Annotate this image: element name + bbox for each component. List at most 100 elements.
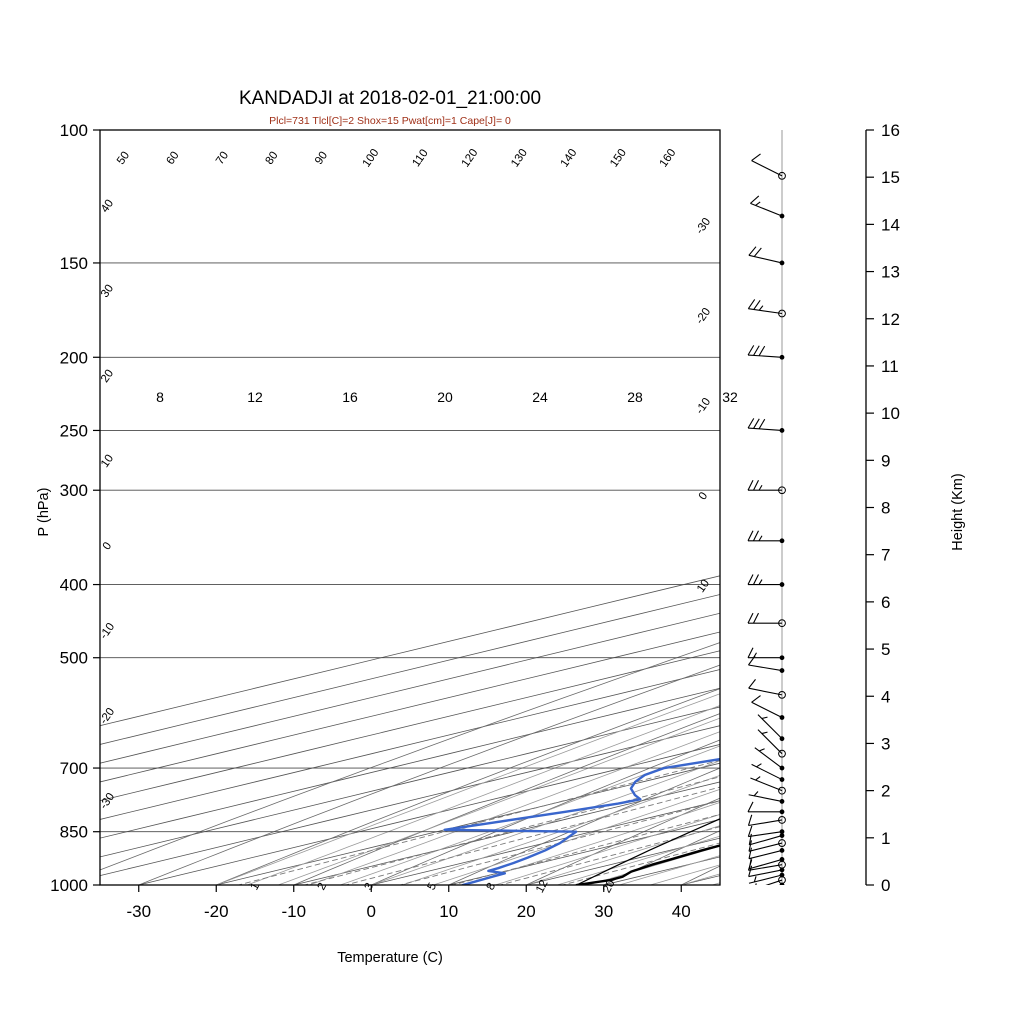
barb-full (758, 345, 766, 357)
moist-adiabat-label: 8 (156, 389, 164, 405)
mixing-ratio-line (238, 759, 720, 885)
barb-shaft (748, 819, 783, 827)
x-axis-tick-label: 10 (439, 902, 458, 921)
wind-barb (747, 825, 785, 838)
barb-full (747, 479, 754, 491)
barb-shaft (748, 864, 783, 871)
height-axis-tick-label: 12 (881, 310, 900, 329)
barb-shaft (748, 842, 783, 852)
height-axis-tick-label: 16 (881, 121, 900, 140)
isotherm-line (100, 612, 720, 764)
wind-barb (747, 647, 785, 661)
barb-shaft (751, 160, 783, 177)
wind-barb (747, 530, 785, 544)
mixing-ratio-label: 5 (426, 881, 440, 892)
barb-level-marker (779, 777, 785, 782)
barb-full (747, 530, 754, 542)
moist-adiabat-label: 16 (342, 389, 358, 405)
wind-barb (757, 729, 786, 758)
mixing-ratio-line (452, 813, 720, 885)
barb-level-marker (779, 809, 785, 815)
barb-level-marker-open (778, 839, 786, 847)
barb-level-marker (779, 829, 785, 835)
barb-level-marker-open (778, 309, 786, 318)
barb-full (753, 247, 762, 257)
barb-full (748, 679, 756, 689)
y-axis-tick-label: 400 (60, 576, 88, 595)
isotherm-line (100, 669, 720, 820)
barb-level-marker-open (778, 486, 786, 495)
barb-level-marker (779, 872, 785, 878)
barb-level-marker (779, 260, 785, 266)
wind-barb (748, 865, 785, 878)
wind-barb (748, 872, 785, 884)
barb-half (761, 716, 768, 720)
barb-full (751, 695, 761, 703)
barb-shaft (749, 835, 783, 846)
barb-full (758, 418, 766, 430)
y-axis-tick-label: 200 (60, 348, 88, 367)
moist-adiabat-label: 24 (532, 389, 548, 405)
barb-level-marker (779, 715, 785, 720)
profile-curves (443, 757, 720, 885)
barb-half (753, 791, 759, 797)
barb-full (748, 857, 752, 869)
mixing-ratio-label: 8 (485, 881, 499, 892)
barb-shaft (751, 701, 783, 718)
barb-level-marker (779, 582, 785, 587)
y-axis-tick-label: 700 (60, 759, 88, 778)
wind-barb (748, 839, 786, 852)
wind-barb (747, 814, 786, 827)
barb-level-marker (779, 848, 785, 853)
y-axis-tick-label: 300 (60, 481, 88, 500)
barb-level-marker (779, 655, 785, 661)
barb-full (753, 345, 760, 356)
barb-level-marker (779, 354, 785, 360)
barb-level-marker (779, 736, 785, 742)
wind-barb (750, 776, 786, 795)
height-axis-tick-label: 2 (881, 782, 890, 801)
profile-parcel-line (576, 818, 720, 885)
barb-shaft (748, 687, 783, 696)
barb-shaft (748, 664, 783, 672)
barb-shaft (748, 849, 783, 860)
y-axis-tick-label: 850 (60, 823, 88, 842)
barb-full (748, 246, 757, 256)
wind-barb (747, 612, 786, 628)
barb-level-marker-open (778, 619, 786, 628)
moist-adiabat-label: 20 (437, 389, 453, 405)
barb-shaft (748, 869, 783, 878)
barb-full (753, 479, 759, 491)
isotherm-line (100, 575, 720, 727)
barb-half (758, 535, 763, 542)
wind-barb (754, 747, 785, 771)
wind-barb (748, 679, 786, 699)
y-axis-title: P (hPa) (36, 488, 52, 537)
barb-shaft (748, 831, 783, 838)
barb-half (755, 776, 761, 781)
page-title: KANDADJI at 2018-02-01_21:00:00 (239, 88, 541, 109)
x-axis-tick-label: 30 (594, 902, 613, 921)
isotherm-line (100, 594, 720, 745)
barb-full (747, 418, 755, 429)
isotherm-line (100, 650, 720, 802)
barb-full (753, 612, 759, 624)
barb-level-marker (779, 538, 785, 544)
barb-level-marker-open (778, 786, 786, 795)
mixing-ratio-line (562, 842, 720, 885)
wind-barb (748, 857, 785, 870)
height-axis-tick-label: 0 (881, 876, 890, 895)
height-axis-tick-label: 9 (881, 451, 890, 470)
barb-shaft (765, 879, 783, 885)
indices-subtitle: Plcl=731 Tlcl[C]=2 Shox=15 Pwat[cm]=1 Ca… (269, 115, 511, 127)
wind-barb (747, 574, 785, 587)
x-axis-tick-label: -20 (204, 902, 229, 921)
height-axis-tick-label: 14 (881, 215, 900, 234)
wind-barb (751, 763, 785, 782)
barb-half (758, 748, 765, 752)
wind-barb (748, 847, 785, 860)
barb-full (753, 530, 759, 542)
